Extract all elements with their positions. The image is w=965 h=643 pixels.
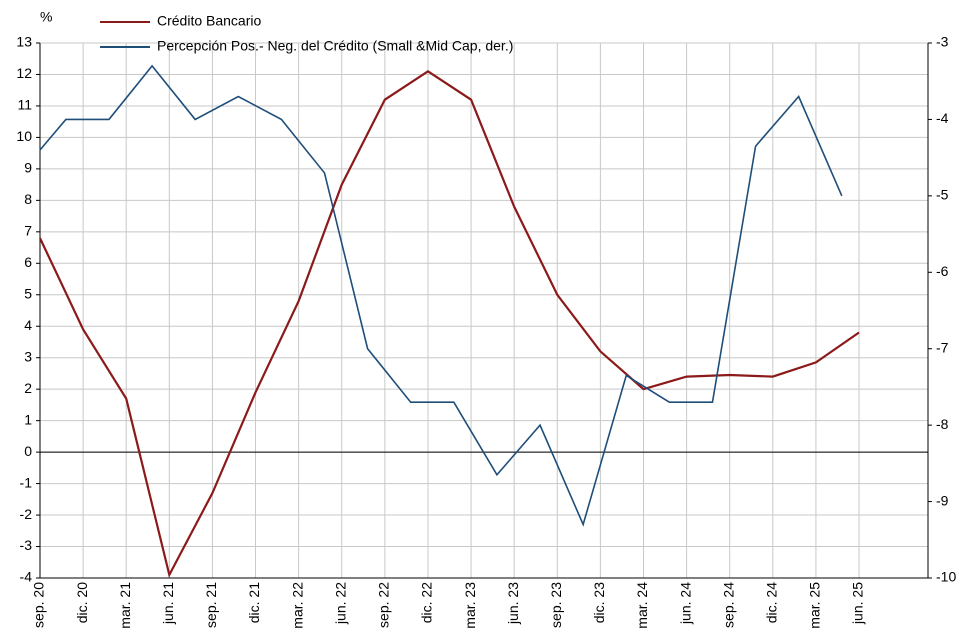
y-tick-label: -4 [20, 569, 33, 585]
y-tick-label: 11 [17, 97, 32, 113]
y-tick-label: 10 [16, 128, 32, 144]
x-tick-label: mar. 22 [289, 582, 305, 629]
x-tick-label: dic. 23 [591, 582, 607, 623]
y2-tick-label: -6 [936, 263, 949, 279]
y-tick-label: 9 [24, 160, 32, 176]
y-tick-label: 0 [24, 443, 32, 459]
x-tick-label: mar. 25 [807, 582, 823, 629]
y-tick-label: 5 [24, 285, 32, 301]
legend-label: Percepción Pos.- Neg. del Crédito (Small… [157, 38, 513, 54]
x-tick-label: dic. 22 [419, 582, 435, 623]
series-line [39, 64, 843, 527]
x-tick-label: sep. 20 [31, 582, 47, 628]
x-tick-label: dic. 20 [74, 582, 90, 623]
y2-tick-label: -3 [936, 34, 949, 50]
x-tick-label: jun. 23 [505, 582, 521, 625]
x-tick-label: jun. 25 [850, 582, 866, 625]
y-tick-label: 12 [16, 65, 32, 81]
x-tick-label: mar. 23 [462, 582, 478, 629]
x-tick-label: sep. 24 [720, 582, 736, 628]
x-tick-label: sep. 21 [203, 582, 219, 628]
x-tick-label: mar. 24 [634, 582, 650, 629]
y-tick-label: 3 [24, 348, 32, 364]
series-line [39, 70, 860, 578]
y2-tick-label: -10 [936, 569, 956, 585]
x-tick-label: dic. 24 [764, 582, 780, 623]
x-tick-label: jun. 24 [677, 582, 693, 625]
y-tick-label: 2 [24, 380, 32, 396]
y2-tick-label: -4 [936, 110, 949, 126]
y-axis-label: % [40, 9, 52, 25]
y-tick-label: 1 [24, 411, 32, 427]
y2-tick-label: -8 [936, 416, 949, 432]
y-tick-label: -1 [20, 474, 33, 490]
x-tick-label: dic. 21 [246, 582, 262, 623]
y-tick-label: -3 [20, 537, 33, 553]
y2-tick-label: -7 [936, 339, 949, 355]
legend-label: Crédito Bancario [157, 13, 261, 29]
x-tick-label: sep. 23 [548, 582, 564, 628]
y-tick-label: -2 [20, 506, 33, 522]
y-tick-label: 8 [24, 191, 32, 207]
x-tick-label: sep. 22 [376, 582, 392, 628]
x-tick-label: jun. 22 [332, 582, 348, 625]
x-tick-label: mar. 21 [117, 582, 133, 629]
y-tick-label: 7 [24, 223, 32, 239]
y-tick-label: 13 [16, 34, 32, 50]
x-tick-label: jun. 21 [160, 582, 176, 625]
y-tick-label: 4 [24, 317, 32, 333]
y2-tick-label: -9 [936, 492, 949, 508]
y2-tick-label: -5 [936, 187, 949, 203]
y-tick-label: 6 [24, 254, 32, 270]
